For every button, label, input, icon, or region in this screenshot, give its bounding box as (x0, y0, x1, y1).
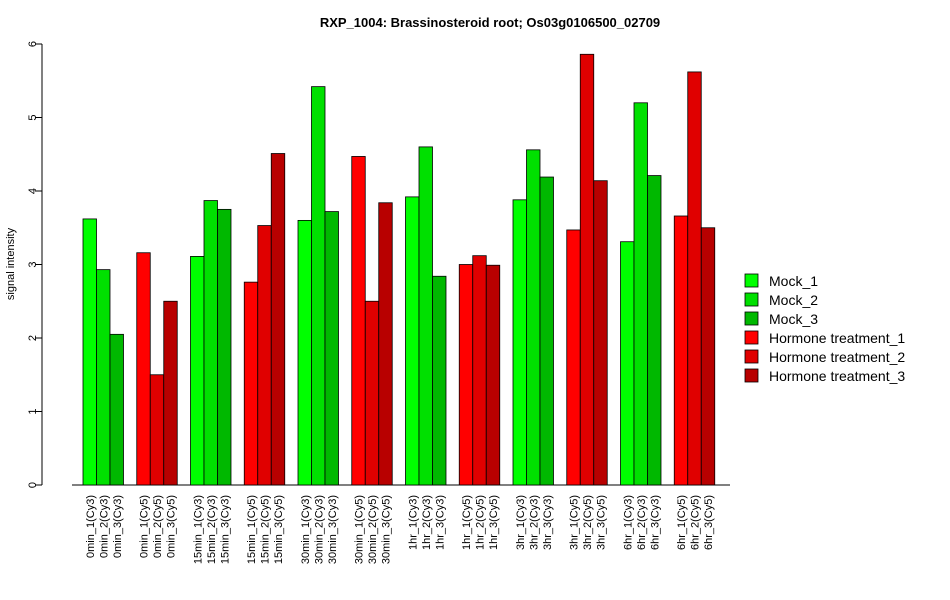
y-tick-label: 0 (27, 482, 39, 488)
bar (96, 269, 111, 486)
x-tick-label: 30min_2(Cy3) (313, 495, 325, 564)
bar (418, 146, 433, 486)
x-tick-label: 0min_1(Cy5) (139, 495, 151, 558)
x-tick-label: 30min_2(Cy5) (367, 495, 379, 564)
x-tick-label: 6hr_3(Cy3) (649, 495, 661, 550)
bar (647, 175, 662, 486)
x-tick-label: 30min_3(Cy5) (381, 495, 393, 564)
bar (673, 215, 689, 486)
legend-swatch (744, 292, 759, 307)
y-tick-label: 4 (27, 188, 39, 194)
x-tick-labels: 0min_1(Cy3) 0min_2(Cy3) 0min_3(Cy3) 0min_1(… (85, 495, 715, 564)
bar (512, 199, 527, 486)
x-tick-label: 3hr_2(Cy3) (528, 495, 540, 550)
bar (311, 86, 326, 486)
bar (579, 53, 595, 486)
x-tick-label: 15min_3(Cy3) (219, 495, 231, 564)
bar (109, 333, 124, 486)
bar (324, 211, 339, 486)
bar (405, 196, 420, 486)
legend-label: Hormone treatment_1 (769, 330, 905, 346)
bar (243, 281, 259, 486)
x-tick-label: 0min_2(Cy3) (98, 495, 110, 558)
bar (539, 176, 554, 486)
bar (297, 219, 312, 486)
y-axis-label: signal intensity (5, 227, 17, 300)
bar (432, 275, 447, 486)
bar (364, 300, 380, 486)
y-tick-label: 3 (27, 261, 39, 267)
bar (163, 300, 178, 486)
bar (149, 374, 165, 486)
legend-swatch (744, 368, 759, 383)
legend-swatch (744, 311, 759, 326)
x-tick-label: 3hr_3(Cy3) (542, 495, 554, 550)
bars (82, 53, 716, 486)
bar (485, 264, 501, 486)
y-tick-label: 6 (27, 41, 39, 47)
y-tick-label: 2 (27, 335, 39, 341)
x-tick-label: 6hr_1(Cy3) (622, 495, 634, 550)
legend-swatch (744, 330, 759, 345)
bar (633, 102, 648, 486)
x-tick-label: 1hr_3(Cy5) (488, 495, 500, 550)
bar (136, 252, 151, 486)
x-tick-label: 3hr_3(Cy5) (596, 495, 608, 550)
x-tick-label: 1hr_1(Cy5) (461, 495, 473, 550)
x-tick-label: 30min_1(Cy3) (300, 495, 312, 564)
chart-title: RXP_1004: Brassinosteroid root; Os03g010… (320, 15, 660, 30)
x-tick-label: 1hr_2(Cy3) (421, 495, 433, 550)
bar (526, 149, 541, 486)
bar (620, 241, 635, 486)
x-tick-label: 6hr_3(Cy5) (703, 495, 715, 550)
bar (687, 71, 702, 486)
x-tick-label: 3hr_1(Cy3) (515, 495, 527, 550)
x-tick-label: 15min_2(Cy3) (206, 495, 218, 564)
bar (82, 218, 97, 486)
x-tick-label: 30min_1(Cy5) (354, 495, 366, 564)
legend-swatch (744, 273, 759, 288)
legend: Mock_1 Mock_2 Mock_3 Hormone treatment_1 Hor… (744, 273, 905, 384)
x-tick-label: 1hr_3(Cy3) (434, 495, 446, 550)
bar (458, 264, 474, 486)
x-tick-label: 0min_3(Cy5) (166, 495, 178, 558)
bar (593, 180, 608, 486)
bar (257, 225, 272, 486)
bar (351, 156, 366, 486)
x-tick-label: 15min_1(Cy3) (192, 495, 204, 564)
legend-swatch (744, 349, 759, 364)
y-axis: 0 1 2 3 4 5 6 (27, 41, 43, 488)
x-tick-label: 6hr_2(Cy3) (636, 495, 648, 550)
x-tick-label: 15min_1(Cy5) (246, 495, 258, 564)
x-tick-label: 30min_3(Cy3) (327, 495, 339, 564)
legend-label: Mock_2 (769, 292, 818, 308)
bar (203, 200, 218, 486)
x-tick-label: 6hr_2(Cy5) (690, 495, 702, 550)
x-tick-label: 0min_2(Cy5) (152, 495, 164, 558)
bar (472, 255, 487, 486)
legend-label: Hormone treatment_2 (769, 349, 905, 365)
bar (378, 202, 393, 486)
bar (566, 229, 581, 486)
x-tick-label: 3hr_2(Cy5) (582, 495, 594, 550)
legend-label: Hormone treatment_3 (769, 368, 905, 384)
x-tick-label: 0min_1(Cy3) (85, 495, 97, 558)
x-tick-label: 6hr_1(Cy5) (676, 495, 688, 550)
y-tick-label: 1 (27, 408, 39, 414)
bar (270, 153, 286, 486)
legend-label: Mock_1 (769, 273, 818, 289)
x-tick-label: 0min_3(Cy3) (112, 495, 124, 558)
bar (217, 208, 232, 486)
bar (700, 227, 716, 486)
x-tick-label: 1hr_1(Cy3) (407, 495, 419, 550)
x-tick-label: 15min_3(Cy5) (273, 495, 285, 564)
x-tick-label: 1hr_2(Cy5) (475, 495, 487, 550)
x-tick-label: 3hr_1(Cy5) (569, 495, 581, 550)
legend-label: Mock_3 (769, 311, 818, 327)
x-tick-label: 15min_2(Cy5) (260, 495, 272, 564)
y-tick-label: 5 (27, 114, 39, 120)
bar (190, 256, 205, 486)
